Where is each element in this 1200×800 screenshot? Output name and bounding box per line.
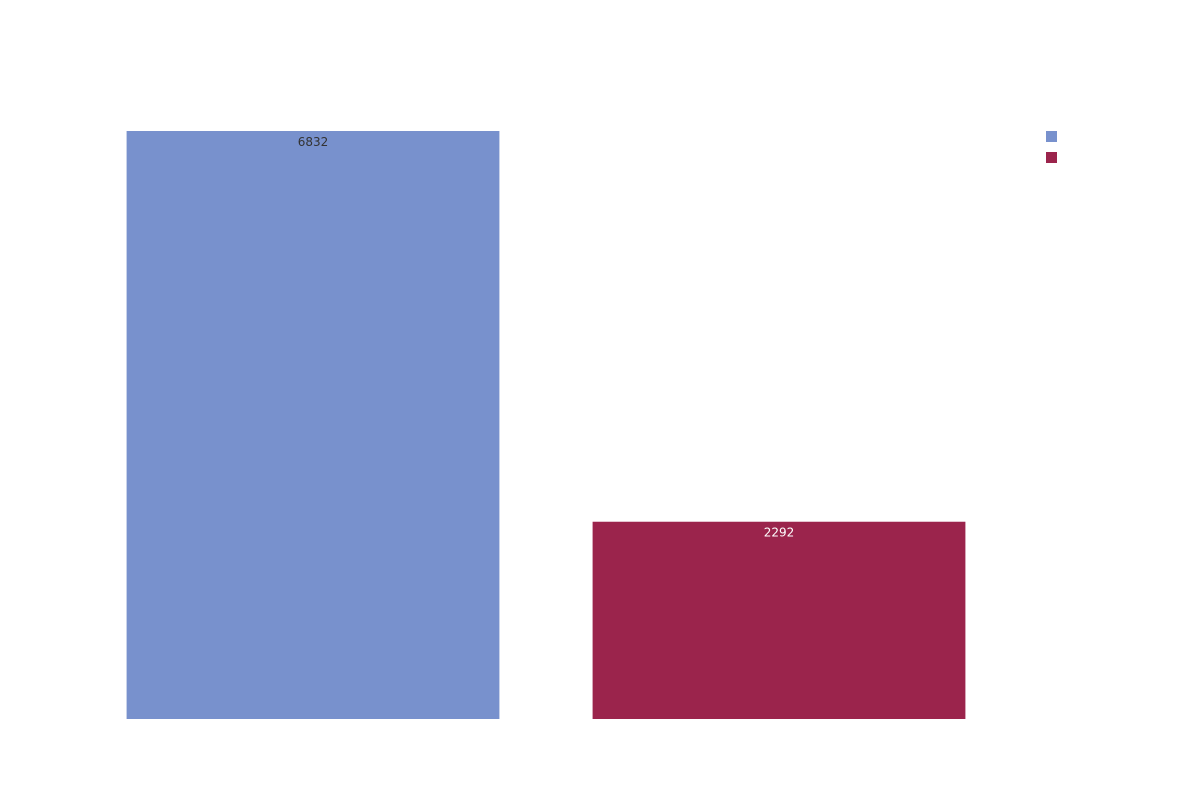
bar-1 (126, 131, 500, 719)
data-labels-layer: 6832 2292 (298, 135, 795, 540)
data-label-bar-2: 2292 (764, 526, 795, 540)
bars-layer (126, 131, 966, 719)
bar-2 (592, 521, 966, 719)
legend-swatch-1[interactable] (1046, 131, 1057, 142)
legend-swatch-2[interactable] (1046, 152, 1057, 163)
legend (1046, 131, 1057, 163)
data-label-bar-1: 6832 (298, 135, 329, 149)
